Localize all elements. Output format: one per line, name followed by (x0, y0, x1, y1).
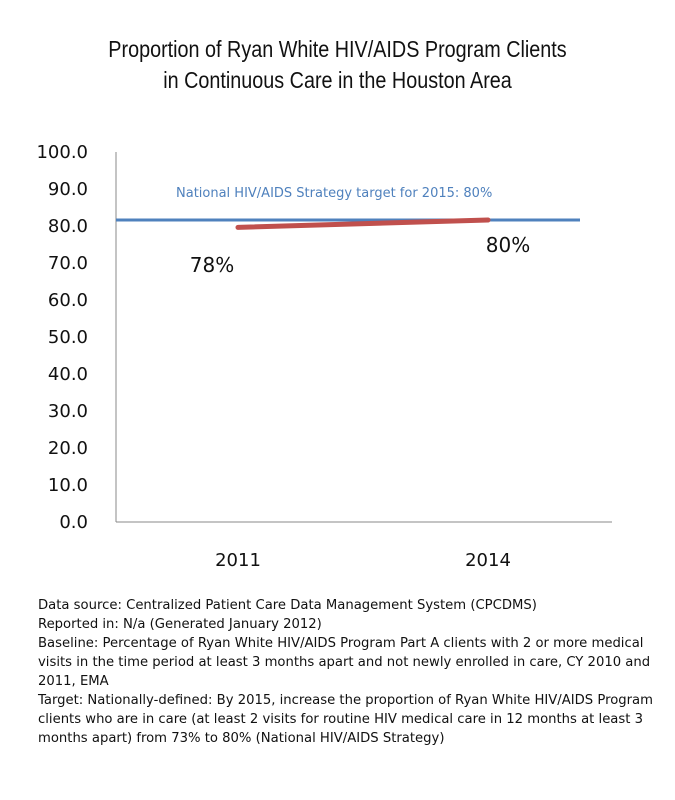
data-label: 78% (190, 253, 234, 277)
y-tick-label: 20.0 (48, 438, 88, 459)
x-axis-ticks: 2011 2014 (215, 550, 511, 571)
x-tick-label: 2011 (215, 550, 261, 571)
target-reference-label: National HIV/AIDS Strategy target for 20… (176, 186, 492, 201)
y-tick-label: 50.0 (48, 327, 88, 348)
y-axis-ticks: 0.0 10.0 20.0 30.0 40.0 50.0 60.0 70.0 80.0 90.0 1… (36, 142, 88, 533)
chart-notes: Data source: Centralized Patient Care Da… (38, 596, 658, 748)
reported-in-note: Reported in: N/a (Generated January 2012… (38, 617, 322, 632)
data-source-note: Data source: Centralized Patient Care Da… (38, 598, 537, 613)
y-tick-label: 0.0 (59, 512, 88, 533)
series-line-group (235, 217, 491, 230)
y-tick-label: 80.0 (48, 216, 88, 237)
data-label: 80% (486, 233, 530, 257)
baseline-note: Baseline: Percentage of Ryan White HIV/A… (38, 636, 651, 689)
chart-title: Proportion of Ryan White HIV/AIDS Progra… (108, 36, 567, 93)
y-tick-label: 60.0 (48, 290, 88, 311)
y-tick-label: 10.0 (48, 475, 88, 496)
y-tick-label: 100.0 (36, 142, 88, 163)
y-tick-label: 30.0 (48, 401, 88, 422)
y-tick-label: 90.0 (48, 179, 88, 200)
y-tick-label: 40.0 (48, 364, 88, 385)
y-tick-label: 70.0 (48, 253, 88, 274)
data-labels: 78% 80% (190, 233, 530, 277)
x-tick-label: 2014 (465, 550, 511, 571)
series-line (235, 217, 491, 230)
target-note: Target: Nationally-defined: By 2015, inc… (38, 693, 653, 746)
